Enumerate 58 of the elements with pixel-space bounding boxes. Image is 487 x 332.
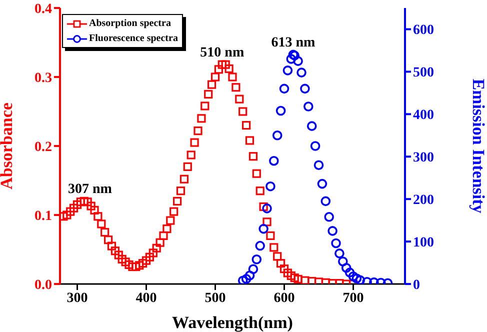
point [317,178,328,189]
point [262,204,272,214]
y2-tick-label: 0 [413,278,420,293]
point [255,240,265,251]
point [334,248,344,258]
y2-tick-label: 400 [413,108,434,124]
point [282,66,293,76]
point [244,270,255,280]
point [238,276,248,284]
point [276,106,286,116]
point [338,256,348,266]
point [344,268,355,278]
point [310,141,320,151]
y2-tick-label: 500 [413,66,434,81]
legend-label: Absorption spectra [89,17,171,31]
y2-tick-label: 600 [413,23,434,38]
y-tick-label: 0.3 [34,70,52,86]
y-tick-label: 0.4 [34,2,52,17]
legend-label: Fluorescence spectra [89,32,178,46]
point [300,84,310,94]
annotation: 307 nm [68,182,112,198]
y2-tick-label: 300 [413,150,434,166]
y2-axis-title: Emission Intensity [468,78,487,214]
point [352,274,362,284]
point [348,271,358,282]
x-axis-title: Wavelength(nm) [172,313,293,332]
point [304,102,314,112]
point [241,274,252,284]
point [320,196,331,206]
point [324,212,334,222]
point [248,264,258,274]
x-tick-label: 600 [274,290,295,306]
point [306,121,317,131]
y-tick-label: 0.1 [34,208,52,224]
point [293,56,303,66]
point [314,160,324,170]
point [279,84,290,94]
x-tick-label: 500 [204,290,226,306]
point [266,181,276,192]
point [331,238,341,248]
y-axis-title: Absorbance [0,102,16,190]
point [272,130,282,140]
annotation: 510 nm [200,46,244,61]
point [258,224,268,234]
point [341,262,352,273]
point [269,156,279,166]
y-tick-label: 0.2 [34,140,52,155]
y-tick-label: 0.0 [34,278,52,293]
point [252,254,262,264]
x-tick-label: 300 [66,290,88,306]
point [328,226,338,236]
y2-tick-label: 200 [413,193,434,208]
point [296,68,306,78]
point [286,54,296,64]
y2-tick-label: 100 [413,236,434,251]
annotation: 613 nm [271,36,316,51]
x-tick-label: 700 [342,290,364,306]
x-tick-label: 400 [136,290,157,306]
